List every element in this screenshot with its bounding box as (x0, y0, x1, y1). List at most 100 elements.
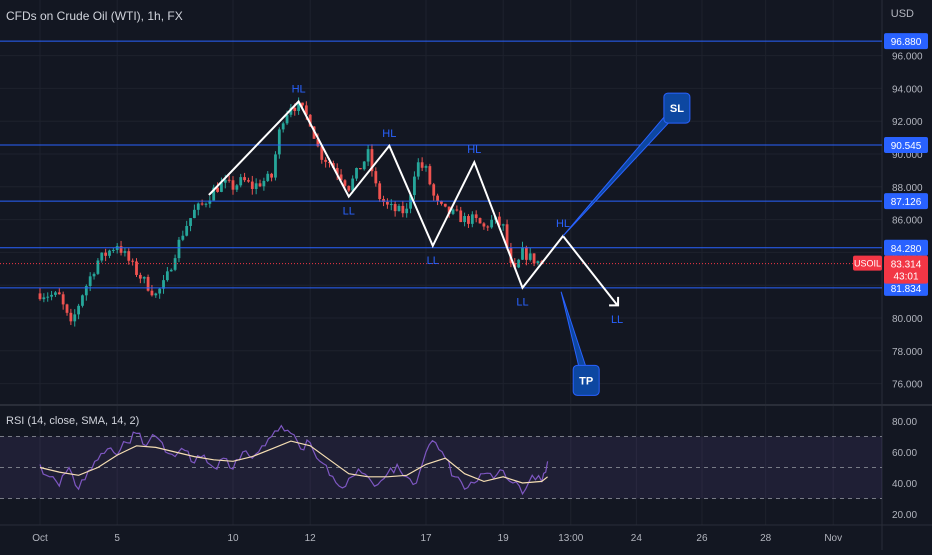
candle-body (250, 181, 254, 189)
y-tick-label: 96.000 (892, 52, 923, 63)
candle-body (196, 203, 200, 210)
candle-body (490, 219, 494, 228)
candle-body (416, 162, 420, 177)
candle-body (424, 166, 428, 168)
candle-body (517, 259, 521, 268)
y-tick-label: 78.000 (892, 347, 923, 358)
candle-body (173, 258, 177, 270)
candle-body (358, 168, 362, 170)
x-tick-label: 5 (114, 533, 120, 544)
candle-body (443, 203, 447, 207)
candle-body (297, 102, 301, 111)
candle-body (96, 260, 100, 274)
pattern-label: LL (343, 206, 355, 218)
candle-body (104, 252, 108, 256)
bar-countdown-label: 43:01 (893, 272, 918, 283)
candle-body (382, 199, 385, 202)
level-price-label: 90.545 (891, 141, 922, 152)
candle-body (432, 184, 436, 196)
candle-body (142, 276, 146, 279)
candles-group (38, 97, 544, 327)
candle-body (328, 161, 331, 164)
candle-body (374, 171, 378, 184)
candle-body (474, 214, 478, 219)
candle-body (220, 182, 223, 192)
candle-body (61, 294, 65, 305)
rsi-y-tick-label: 40.00 (892, 479, 917, 490)
candle-body (119, 246, 123, 253)
candle-body (247, 180, 250, 182)
candle-body (470, 214, 474, 224)
rsi-line (39, 424, 549, 496)
rsi-title: RSI (14, close, SMA, 14, 2) (6, 415, 140, 427)
x-tick-label: 28 (760, 533, 772, 544)
candle-body (84, 286, 88, 296)
candle-body (254, 183, 258, 189)
y-tick-label: 90.000 (892, 150, 923, 161)
level-price-tag (884, 137, 928, 154)
candle-body (131, 260, 135, 262)
candle-body (227, 179, 231, 181)
candle-body (347, 185, 351, 191)
candle-body (158, 288, 162, 294)
candle-body (536, 261, 540, 264)
candle-body (212, 187, 216, 201)
candle-body (235, 185, 239, 190)
symbol-tag (853, 255, 882, 271)
candle-body (463, 216, 466, 223)
candle-body (138, 274, 142, 279)
candle-body (204, 203, 208, 205)
candle-body (281, 123, 285, 130)
pattern-label: LL (427, 255, 439, 267)
candle-body (92, 273, 96, 277)
zigzag-pattern-line (208, 99, 618, 306)
candle-body (524, 247, 528, 260)
candle-body (320, 146, 324, 160)
y-tick-label: 86.000 (892, 216, 923, 227)
candle-body (77, 305, 80, 315)
level-price-tag (884, 193, 928, 210)
candle-body (38, 293, 42, 300)
candle-body (308, 114, 312, 127)
candle-body (73, 314, 77, 322)
x-tick-label: 24 (631, 533, 643, 544)
candle-body (455, 209, 459, 211)
pattern-label: HL (467, 144, 481, 156)
callout-label-tp: TP (579, 375, 593, 387)
rsi-y-tick-label: 80.00 (892, 417, 917, 428)
candle-body (239, 177, 243, 186)
y-tick-label: 80.000 (892, 314, 923, 325)
candle-body (193, 209, 196, 219)
candle-body (243, 177, 246, 181)
candle-body (154, 293, 158, 296)
candle-body (200, 203, 204, 205)
candle-body (393, 204, 397, 212)
candle-body (81, 295, 84, 306)
candle-body (409, 195, 412, 209)
level-price-label: 96.880 (891, 37, 922, 48)
candle-body (355, 168, 358, 179)
candle-body (386, 201, 389, 205)
candle-body (274, 154, 277, 178)
rsi-ma-line (39, 440, 548, 484)
candle-body (420, 162, 424, 168)
candle-body (50, 294, 53, 297)
candle-body (285, 114, 289, 124)
candle-body (216, 187, 219, 192)
candle-body (165, 271, 169, 281)
candle-body (108, 250, 111, 256)
callout-box (663, 92, 691, 124)
candle-body (69, 312, 73, 322)
candle-body (401, 205, 405, 214)
candle-body (111, 249, 115, 251)
candle-body (532, 253, 536, 264)
candle-body (150, 290, 154, 296)
level-price-tag (884, 33, 928, 50)
candle-body (505, 224, 509, 248)
rsi-y-tick-label: 60.00 (892, 448, 917, 459)
callout-pointer (562, 104, 681, 237)
candle-body (335, 167, 339, 175)
candle-body (57, 292, 61, 295)
